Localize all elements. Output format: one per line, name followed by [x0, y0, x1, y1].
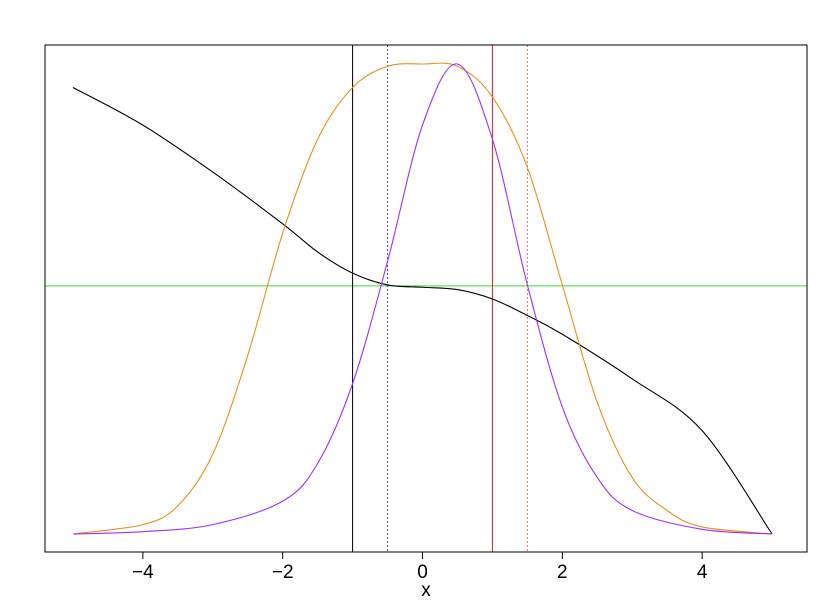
series-line-1 — [72, 62, 773, 535]
plot-frame — [44, 44, 808, 553]
series-line-2 — [72, 63, 773, 535]
x-tick-label: −2 — [272, 562, 294, 583]
x-tick-label: −4 — [132, 562, 154, 583]
x-axis: −4 −2 0 2 4 — [132, 552, 708, 583]
series-line-0 — [72, 87, 773, 535]
plot-lines — [45, 45, 807, 552]
x-axis-label: x — [421, 580, 431, 601]
x-tick-label: 0 — [417, 562, 428, 583]
x-tick-label: 4 — [697, 562, 708, 583]
x-tick-label: 2 — [557, 562, 568, 583]
